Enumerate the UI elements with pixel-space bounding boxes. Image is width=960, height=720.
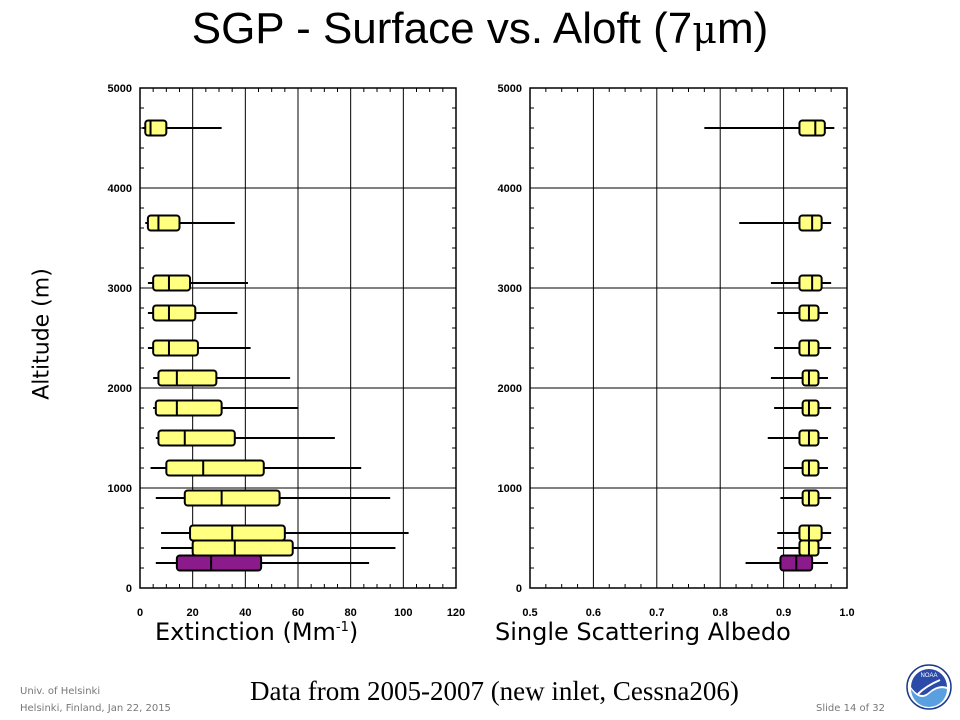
y-axis-label: Altitude (m)	[29, 268, 55, 400]
extinction-box-900	[155, 489, 391, 507]
extinction-box-3050	[147, 274, 248, 292]
extinction-box-2100	[153, 369, 291, 387]
albedo-iqr-box	[798, 214, 823, 232]
extinction-box-1200	[150, 459, 362, 477]
extinction-x-tick-label: 20	[187, 607, 199, 619]
extinction-chart: 0 20 40 60 80 100 120 0 1000 2000 3000 4000 5000	[108, 83, 466, 619]
extinction-iqr-box	[152, 304, 197, 322]
albedo-y-tick-label: 5000	[498, 83, 522, 95]
extinction-box-2750	[147, 304, 238, 322]
noaa-logo-icon: NOAA	[906, 664, 952, 710]
extinction-box-250	[155, 554, 370, 572]
slide-title-suffix: m)	[716, 4, 769, 53]
extinction-x-tick-label: 0	[137, 607, 143, 619]
albedo-x-tick-label: 0.7	[649, 607, 664, 619]
extinction-y-tick-label: 4000	[108, 183, 132, 195]
extinction-x-tick-label: 100	[394, 607, 412, 619]
extinction-box-2400	[147, 339, 251, 357]
extinction-iqr-box	[183, 489, 281, 507]
albedo-box-900	[780, 489, 832, 507]
extinction-box-550	[161, 524, 409, 542]
albedo-y-tick-label: 3000	[498, 283, 522, 295]
albedo-iqr-box	[801, 369, 820, 387]
x-axis-label-albedo: Single Scattering Albedo	[495, 618, 791, 646]
slide-title: SGP - Surface vs. Aloft (7μm)	[0, 4, 960, 54]
extinction-iqr-box	[152, 274, 192, 292]
albedo-box-550	[777, 524, 832, 542]
extinction-y-tick-label: 1000	[108, 483, 132, 495]
extinction-iqr-box	[154, 399, 223, 417]
albedo-iqr-box	[798, 119, 826, 137]
albedo-x-tick-label: 0.6	[586, 607, 601, 619]
albedo-box-2750	[777, 304, 828, 322]
albedo-iqr-box	[801, 399, 820, 417]
noaa-logo-text: NOAA	[920, 673, 937, 679]
extinction-y-tick-label: 3000	[108, 283, 132, 295]
albedo-iqr-box	[801, 459, 820, 477]
albedo-x-tick-label: 0.8	[713, 607, 728, 619]
extinction-x-tick-label: 40	[239, 607, 251, 619]
extinction-iqr-box	[165, 459, 265, 477]
slide-number: Slide 14 of 32	[816, 703, 886, 714]
albedo-box-250	[745, 554, 828, 572]
extinction-x-tick-label: 60	[292, 607, 304, 619]
albedo-box-3650	[739, 214, 832, 232]
albedo-y-tick-label: 4000	[498, 183, 522, 195]
extinction-box-3650	[145, 214, 235, 232]
extinction-iqr-box	[152, 339, 199, 357]
albedo-box-4600	[704, 119, 835, 137]
extinction-iqr-box	[175, 554, 263, 572]
x-axis-label-extinction-close: )	[348, 618, 359, 646]
albedo-y-tick-label: 1000	[498, 483, 522, 495]
albedo-chart: 0.5 0.6 0.7 0.8 0.9 1.0 0 1000 2000 3000 4000 5000	[498, 83, 855, 619]
extinction-x-tick-label: 80	[345, 607, 357, 619]
albedo-x-tick-label: 0.5	[522, 607, 537, 619]
albedo-box-1500	[767, 429, 828, 447]
x-axis-label-extinction-text: Extinction (Mm	[155, 618, 336, 646]
extinction-box-400	[161, 539, 396, 557]
albedo-iqr-box	[798, 524, 823, 542]
extinction-iqr-box	[157, 429, 236, 447]
extinction-y-tick-label: 5000	[108, 83, 132, 95]
data-source-note: Data from 2005-2007 (new inlet, Cessna20…	[250, 676, 739, 706]
albedo-iqr-box	[798, 274, 823, 292]
albedo-plot-frame	[529, 87, 848, 589]
extinction-box-4600	[142, 119, 222, 137]
footer-location-date: Helsinki, Finland, Jan 22, 2015	[20, 703, 171, 714]
extinction-iqr-box	[146, 214, 181, 232]
albedo-y-tick-label: 0	[516, 583, 522, 595]
x-axis-label-extinction-sup: -1	[335, 620, 349, 635]
albedo-x-tick-label: 1.0	[839, 607, 854, 619]
albedo-iqr-box	[801, 489, 820, 507]
albedo-box-400	[777, 539, 832, 557]
albedo-box-1200	[783, 459, 828, 477]
extinction-x-tick-label: 120	[447, 607, 465, 619]
extinction-y-tick-label: 2000	[108, 383, 132, 395]
albedo-box-1800	[774, 399, 832, 417]
footer-institution: Univ. of Helsinki	[20, 686, 101, 697]
extinction-box-1500	[155, 429, 335, 447]
extinction-iqr-box	[157, 369, 218, 387]
albedo-y-tick-label: 2000	[498, 383, 522, 395]
slide-title-text: SGP - Surface vs. Aloft (7	[191, 4, 693, 53]
albedo-box-2100	[770, 369, 828, 387]
albedo-x-tick-label: 0.9	[776, 607, 791, 619]
extinction-y-tick-label: 0	[126, 583, 132, 595]
slide-title-mu: μ	[692, 8, 717, 52]
extinction-box-1800	[153, 399, 298, 417]
albedo-box-2400	[774, 339, 832, 357]
albedo-box-3050	[770, 274, 832, 292]
x-axis-label-extinction: Extinction (Mm-1)	[155, 618, 358, 646]
